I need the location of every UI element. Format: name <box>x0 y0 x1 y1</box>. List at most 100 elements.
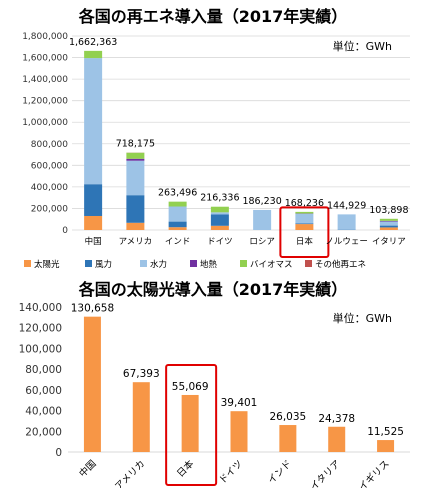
bar <box>328 426 346 452</box>
y-tick-label: 800,000 <box>31 140 68 150</box>
renewable-energy-chart: 各国の再エネ導入量（2017年実績） 単位：GWh 0 200,000 400,000 6… <box>22 7 410 270</box>
x-category-label: 中国 <box>85 236 102 247</box>
bar-segment-solar <box>126 222 145 230</box>
x-category-label: 日本 <box>296 236 314 247</box>
chart-title: 各国の太陽光導入量（2017年実績） <box>78 280 348 299</box>
y-tick-label: 1,000,000 <box>22 118 68 128</box>
bar-segment-solar <box>168 227 187 230</box>
x-category-label: ドイツ <box>217 458 245 486</box>
legend-swatch-wind <box>85 260 92 267</box>
legend-label: 太陽光 <box>34 259 60 270</box>
value-label: 130,658 <box>71 303 114 315</box>
legend-label: 水力 <box>150 259 167 270</box>
highlight-box <box>165 364 218 486</box>
bar-segment-geothermal <box>379 220 398 222</box>
x-category-label: ノルウェー <box>325 237 368 247</box>
chart-title: 各国の再エネ導入量（2017年実績） <box>78 7 348 26</box>
solar-energy-chart: 各国の太陽光導入量（2017年実績） 単位：GWh 0 20,000 40,000 60,… <box>19 280 410 488</box>
y-tick-label: 120,000 <box>19 323 62 335</box>
total-label: 103,898 <box>369 205 408 216</box>
y-tick-label: 200,000 <box>31 204 68 214</box>
bar-segment-geothermal <box>126 158 145 161</box>
highlight-box <box>279 206 330 259</box>
y-tick-label: 0 <box>55 447 62 459</box>
legend-label: その他再エネ <box>315 259 366 270</box>
unit-label: 単位：GWh <box>333 311 392 325</box>
x-category-label: ドイツ <box>207 237 233 247</box>
total-label: 718,175 <box>116 139 155 150</box>
bar-segment-wind <box>84 184 103 216</box>
value-label: 11,525 <box>367 426 404 438</box>
y-tick-label: 20,000 <box>25 426 62 438</box>
legend-label: 風力 <box>95 259 112 270</box>
y-tick-label: 60,000 <box>25 385 62 397</box>
bar-segment-biomass <box>379 218 398 221</box>
y-tick-label: 0 <box>62 226 68 236</box>
x-category-label: アメリカ <box>119 237 153 247</box>
y-tick-label: 1,600,000 <box>22 54 68 64</box>
y-tick-label: 1,800,000 <box>22 32 68 42</box>
total-label: 216,336 <box>200 193 239 204</box>
value-label: 67,393 <box>123 368 160 380</box>
bar-segment-wind <box>295 223 314 225</box>
y-tick-label: 100,000 <box>19 343 62 355</box>
bar-segment-solar <box>210 225 229 230</box>
bar-segment-wind <box>168 221 187 228</box>
x-category-label: インド <box>165 237 191 247</box>
x-category-label: イタリア <box>308 458 342 488</box>
x-category-label: アメリカ <box>113 458 147 488</box>
y-tick-label: 600,000 <box>31 161 68 171</box>
total-label: 1,662,363 <box>69 37 117 48</box>
bar-segment-hydro <box>253 209 272 230</box>
legend-swatch-geothermal <box>190 260 197 267</box>
legend-label: 地熱 <box>200 259 218 270</box>
bar-segment-hydro <box>126 160 145 196</box>
total-label: 168,236 <box>285 198 324 209</box>
x-category-label: ロシア <box>249 237 275 247</box>
legend-swatch-solar <box>24 260 31 267</box>
bar <box>230 411 248 452</box>
bar-segment-biomass <box>210 206 229 213</box>
bar-segment-wind <box>210 214 229 226</box>
bar-segment-solar <box>295 224 314 230</box>
bar-segment-biomass <box>295 211 314 214</box>
bar <box>181 394 199 452</box>
x-category-label: 中国 <box>77 458 99 480</box>
unit-label: 単位：GWh <box>333 39 392 53</box>
bar <box>279 425 297 452</box>
bar-segment-hydro <box>295 213 314 224</box>
bar-segment-hydro <box>337 214 356 230</box>
legend-swatch-other <box>305 260 312 267</box>
total-label: 144,929 <box>327 200 366 211</box>
bar-segment-solar <box>379 227 398 230</box>
total-label: 263,496 <box>158 188 197 199</box>
y-tick-label: 80,000 <box>25 364 62 376</box>
bar-segment-biomass <box>168 201 187 207</box>
bar <box>377 440 395 452</box>
total-label: 186,230 <box>242 196 281 207</box>
value-label: 39,401 <box>221 397 258 409</box>
bar-segment-biomass <box>84 50 103 59</box>
value-label: 55,069 <box>172 381 209 393</box>
bar-segment-hydro <box>84 58 103 185</box>
y-tick-label: 1,200,000 <box>22 97 68 107</box>
value-label: 26,035 <box>269 411 306 423</box>
x-category-label: イギリス <box>357 458 392 488</box>
bar-segment-hydro <box>168 206 187 222</box>
value-label: 24,378 <box>318 413 355 425</box>
y-tick-label: 40,000 <box>25 406 62 418</box>
y-tick-label: 140,000 <box>19 302 62 314</box>
bar-segment-hydro <box>210 212 229 215</box>
x-category-label: インド <box>266 458 294 486</box>
bar-segment-solar <box>84 215 103 230</box>
bar-segment-hydro <box>379 221 398 226</box>
bar-segment-biomass <box>126 152 145 159</box>
bar <box>83 316 101 452</box>
y-tick-label: 1,400,000 <box>22 75 68 85</box>
bar-segment-wind <box>126 195 145 223</box>
x-category-label: 日本 <box>174 457 196 479</box>
legend-swatch-hydro <box>140 260 147 267</box>
bar-segment-wind <box>379 225 398 228</box>
x-category-label: イタリア <box>372 237 406 247</box>
